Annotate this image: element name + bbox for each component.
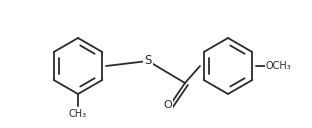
Text: O: O bbox=[163, 100, 172, 110]
Text: S: S bbox=[144, 55, 152, 67]
Text: OCH₃: OCH₃ bbox=[266, 61, 292, 71]
Text: CH₃: CH₃ bbox=[69, 109, 87, 119]
